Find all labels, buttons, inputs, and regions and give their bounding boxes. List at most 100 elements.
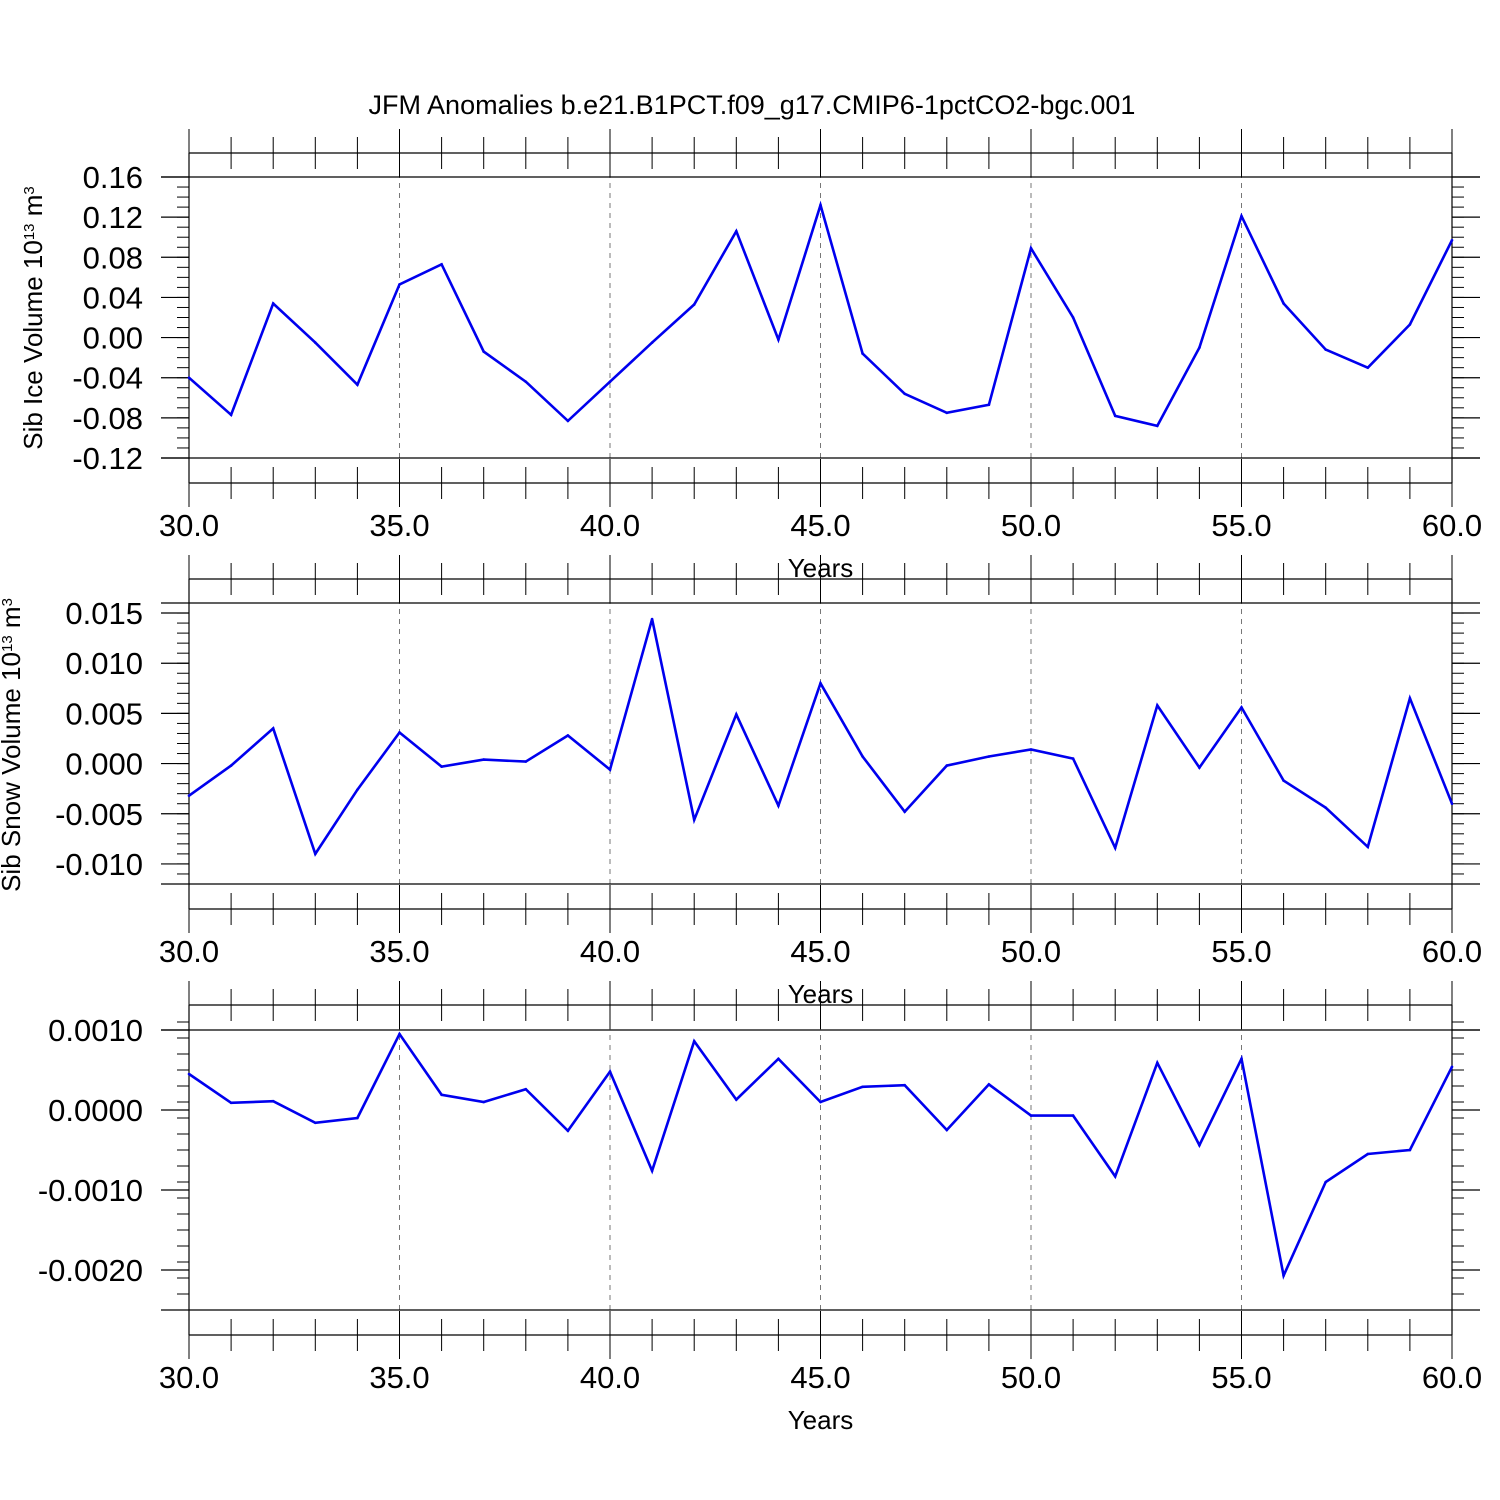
data-point [1113,1175,1117,1178]
data-point [398,283,401,286]
y-tick-label: 0.0010 [48,1013,143,1048]
data-point [187,376,191,380]
data-point [945,411,949,415]
y-tick-label: 0.005 [65,696,143,731]
data-point [1450,238,1454,242]
data-point [229,413,233,417]
data-point [861,755,864,758]
y-tick-label: -0.12 [72,441,143,476]
y-tick-label: 0.08 [83,240,143,275]
data-point [945,1128,949,1132]
data-point [1029,1114,1033,1117]
data-point [1156,424,1159,428]
data-point [608,1070,612,1073]
data-point [1071,1114,1075,1117]
data-point [1408,1148,1412,1152]
panel-3: 30.0 35.0 40.0 45.0 50.0 55.0 60.0 Years -0.0020… [38,981,1482,1435]
y-tick-label: -0.010 [55,847,143,882]
data-point [229,1101,233,1105]
data-point [735,713,738,716]
data-point [692,303,696,306]
data-point [1113,414,1117,418]
data-point [1324,348,1327,351]
data-point [356,1116,359,1120]
x-tick-label: 35.0 [369,934,429,969]
data-point [524,380,528,384]
y-tick-label: 0.015 [65,596,143,631]
data-point [356,383,359,387]
data-point [440,1093,443,1097]
data-point [187,794,191,797]
y-tick-label: 0.04 [83,280,143,315]
data-point [650,617,654,621]
data-point [314,1121,317,1125]
y-tick-label: 0.12 [83,200,143,235]
x-tick-label: 55.0 [1211,934,1271,969]
data-point [482,350,486,353]
data-point [314,852,317,856]
y-axis-label: Sib Ice Volume 1013 m3 [18,186,48,450]
figure-title: JFM Anomalies b.e21.B1PCT.f09_g17.CMIP6-… [369,90,1136,120]
data-point [566,734,570,737]
x-tick-label: 60.0 [1422,934,1482,969]
data-point [861,352,864,355]
data-point [398,731,401,734]
data-point [440,263,443,266]
data-point [524,1087,528,1091]
x-tick-label: 35.0 [369,1360,429,1395]
data-point [777,338,780,341]
data-point [566,419,570,423]
data-point [1029,246,1033,250]
panels: 30.0 35.0 40.0 45.0 50.0 55.0 60.0 Years -0.12 -0… [0,129,1482,1435]
data-point [314,341,317,344]
data-point [566,1129,570,1133]
data-point [903,810,906,814]
data-point [1156,1061,1159,1065]
series-line [188,618,1454,857]
x-tick-label: 55.0 [1211,1360,1271,1395]
y-tick-label: -0.04 [72,361,143,396]
y-tick-label: -0.0010 [38,1173,143,1208]
data-point [650,1169,654,1173]
data-point [271,1099,275,1103]
x-tick-label: 40.0 [580,1360,640,1395]
data-point [861,1085,864,1089]
data-point [482,1100,486,1104]
data-point [819,1100,822,1104]
data-point [1282,779,1285,782]
data-point [903,392,906,396]
data-point [1071,316,1075,319]
data-point [1240,214,1243,218]
x-tick-label: 30.0 [159,1360,219,1395]
data-point [1156,704,1159,707]
data-point [1366,845,1370,849]
y-tick-label: 0.0000 [48,1093,143,1128]
x-tick-label: 30.0 [159,934,219,969]
data-point [1408,697,1412,700]
data-point [903,1083,906,1087]
data-point [1366,366,1370,369]
data-point [1324,806,1327,810]
data-point [1450,802,1454,806]
x-tick-label: 40.0 [580,934,640,969]
data-point [482,758,486,761]
data-point [945,764,949,767]
x-tick-label: 30.0 [159,508,219,543]
data-point [1282,1274,1285,1277]
x-axis-label: Years [788,1405,854,1435]
data-point [987,403,991,407]
data-point [1029,748,1033,751]
y-tick-label: 0.00 [83,321,143,356]
y-tick-label: 0.000 [65,747,143,782]
x-tick-label: 55.0 [1211,508,1271,543]
data-point [777,1057,780,1061]
data-point [987,755,991,758]
data-point [398,1032,401,1036]
data-point [735,229,738,233]
x-tick-label: 45.0 [790,508,850,543]
x-tick-label: 50.0 [1001,934,1061,969]
data-point [524,760,528,763]
data-point [1113,846,1117,850]
x-tick-label: 45.0 [790,1360,850,1395]
